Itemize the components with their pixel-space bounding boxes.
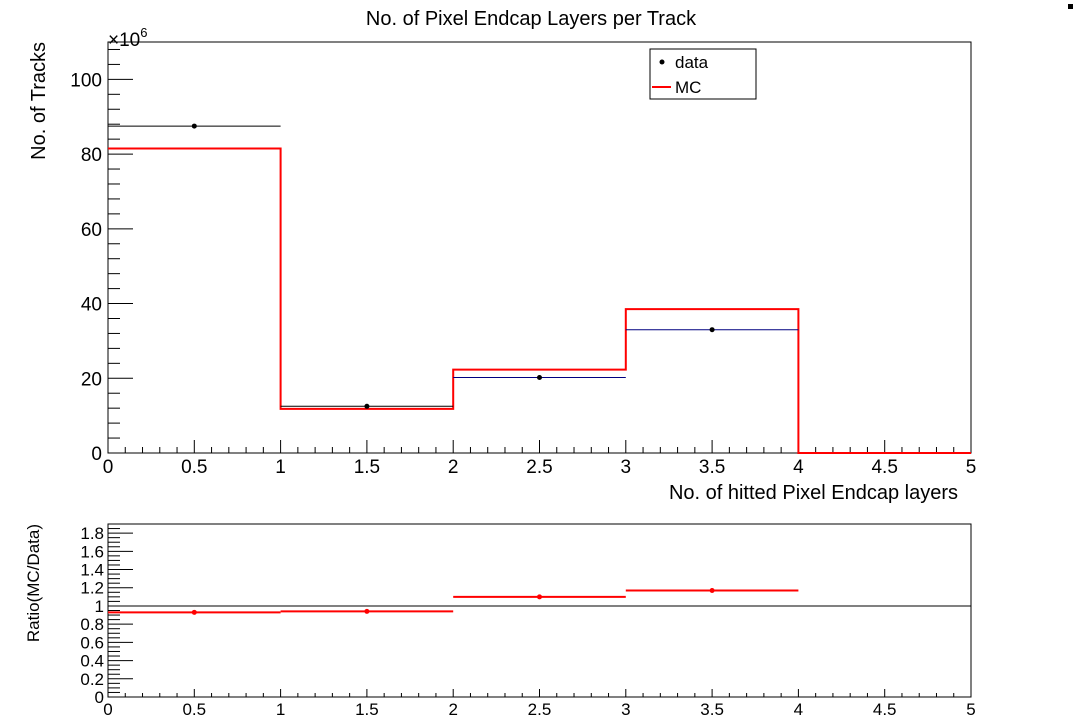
y-tick-label: 40 [81, 295, 102, 316]
x-tick-label: 2.5 [526, 457, 552, 478]
mc-histogram [108, 147, 971, 454]
mc-step-line [108, 147, 971, 454]
main-y-tick-labels: 0 20 40 60 80 100 [70, 70, 102, 465]
ratio-y-tick-label: 0 [95, 688, 104, 707]
ratio-y-axis-title: Ratio(MC/Data) [24, 524, 43, 642]
ratio-axis-ticks [107, 523, 972, 698]
ratio-x-tick-label: 1.5 [355, 700, 379, 719]
ratio-y-tick-label: 0.8 [80, 615, 104, 634]
x-tick-label: 4 [793, 457, 804, 478]
ratio-x-tick-label: 3 [621, 700, 630, 719]
x-axis-title: No. of hitted Pixel Endcap layers [669, 482, 958, 504]
y-axis-title: No. of Tracks [28, 42, 50, 160]
legend-mc-label: MC [675, 78, 701, 97]
ratio-x-tick-label: 4.5 [873, 700, 897, 719]
x-tick-label: 2 [448, 457, 459, 478]
ratio-x-tick-label: 4 [794, 700, 803, 719]
legend-box [649, 48, 757, 100]
data-point [709, 327, 715, 333]
y-tick-label: 0 [91, 444, 102, 465]
x-tick-label: 0.5 [181, 457, 207, 478]
ratio-y-tick-labels: 00.20.40.60.811.21.41.61.8 [80, 524, 104, 707]
main-plot: No. of Pixel Endcap Layers per Track 0 0.… [28, 8, 976, 504]
ratio-y-tick-label: 1.6 [80, 542, 104, 561]
ratio-y-tick-label: 1 [95, 597, 104, 616]
x-tick-label: 3.5 [699, 457, 725, 478]
ratio-series [108, 587, 971, 615]
ratio-x-tick-label: 2 [448, 700, 457, 719]
ratio-x-tick-label: 0.5 [182, 700, 206, 719]
ratio-x-tick-label: 0 [103, 700, 112, 719]
legend-data-marker [659, 59, 665, 65]
x-tick-label: 5 [966, 457, 977, 478]
ratio-y-tick-label: 0.2 [80, 670, 104, 689]
data-point [537, 375, 542, 381]
ratio-point [364, 608, 370, 614]
ratio-point [709, 587, 715, 593]
x-tick-label: 1.5 [354, 457, 380, 478]
corner-marker [1068, 4, 1073, 9]
ratio-x-tick-labels: 0 0.5 1 1.5 2 2.5 3 3.5 4 4.5 5 [103, 700, 975, 719]
ratio-y-tick-label: 0.6 [80, 633, 104, 652]
legend-data-label: data [675, 53, 709, 72]
y-axis-multiplier: ×106 [108, 25, 147, 51]
x-tick-label: 0 [103, 457, 114, 478]
ratio-point [191, 609, 197, 615]
x-tick-label: 4.5 [871, 457, 897, 478]
ratio-x-tick-label: 2.5 [528, 700, 552, 719]
ratio-x-tick-label: 3.5 [700, 700, 724, 719]
y-tick-label: 80 [81, 145, 102, 166]
x-tick-label: 1 [275, 457, 286, 478]
data-series [108, 123, 799, 409]
ratio-y-tick-label: 1.2 [80, 579, 104, 598]
ratio-x-tick-label: 5 [966, 700, 975, 719]
ratio-plot: 0 0.5 1 1.5 2 2.5 3 3.5 4 4.5 5 00.20.40.60.811.21… [24, 523, 976, 719]
legend: data MC [649, 48, 757, 100]
chart-title: No. of Pixel Endcap Layers per Track [366, 8, 697, 30]
ratio-y-tick-label: 1.8 [80, 524, 104, 543]
ratio-point [537, 594, 542, 600]
y-tick-label: 60 [81, 220, 102, 241]
data-point [191, 123, 197, 129]
ratio-y-tick-label: 0.4 [80, 652, 104, 671]
x-tick-label: 3 [621, 457, 632, 478]
ratio-y-tick-label: 1.4 [80, 561, 104, 580]
y-tick-label: 20 [81, 369, 102, 390]
data-point [364, 403, 370, 409]
main-x-tick-labels: 0 0.5 1 1.5 2 2.5 3 3.5 4 4.5 5 [103, 457, 977, 478]
ratio-x-tick-label: 1 [276, 700, 285, 719]
y-tick-label: 100 [70, 70, 102, 91]
